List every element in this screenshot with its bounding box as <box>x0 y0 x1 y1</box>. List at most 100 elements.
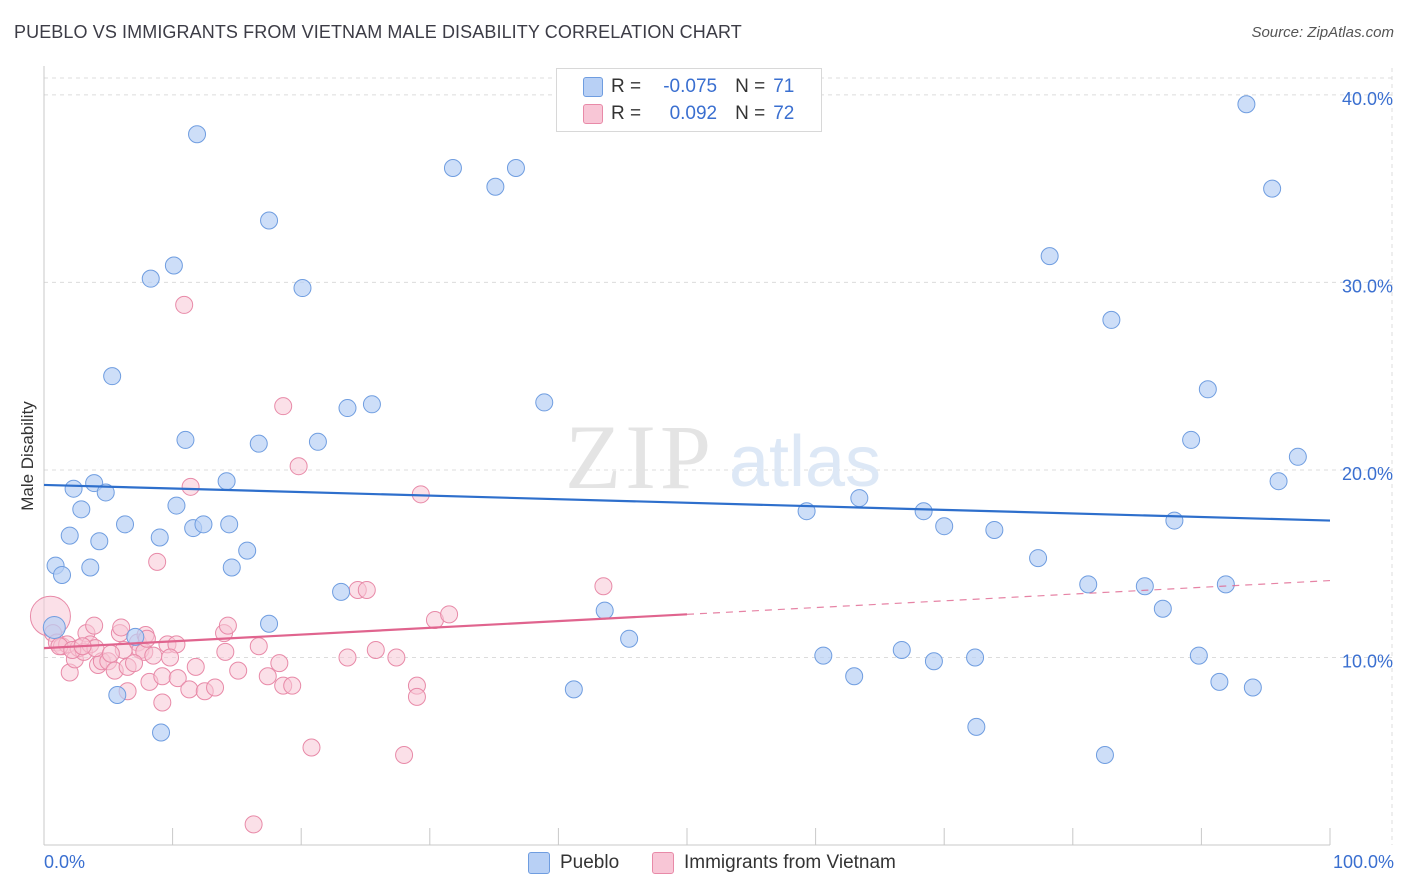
vietnam-point <box>283 676 302 695</box>
vietnam-point <box>407 687 426 706</box>
chart-title: PUEBLO VS IMMIGRANTS FROM VIETNAM MALE D… <box>14 22 742 42</box>
pueblo-point <box>1216 575 1235 594</box>
pueblo-point <box>72 500 91 519</box>
pueblo-point <box>595 601 614 620</box>
series-legend-pueblo[interactable]: Pueblo <box>528 852 619 874</box>
vietnam-point <box>153 693 172 712</box>
y-tick-label: 10.0% <box>1342 651 1393 671</box>
pueblo-point <box>1029 549 1048 568</box>
watermark-atlas: atlas <box>729 422 881 502</box>
chart-source: Source: ZipAtlas.com <box>1251 24 1394 41</box>
pueblo-point <box>914 502 933 521</box>
pueblo-point <box>506 159 525 178</box>
pueblo-point <box>1237 95 1256 114</box>
pueblo-points <box>42 95 1307 764</box>
vietnam-point <box>168 669 187 688</box>
vietnam-point <box>594 577 613 596</box>
vietnam-point <box>440 605 459 624</box>
pueblo-point <box>850 489 869 508</box>
pueblo-point <box>1165 511 1184 530</box>
vietnam-point <box>148 552 167 571</box>
y-tick-labels: 10.0% 20.0% 30.0% 40.0% <box>1342 89 1393 672</box>
watermark-zip: ZIP <box>565 406 715 508</box>
pueblo-point <box>126 627 145 646</box>
vietnam-point <box>175 295 194 314</box>
vietnam-point <box>274 397 293 416</box>
vietnam-point <box>85 616 104 635</box>
legend-swatch-vietnam <box>583 104 603 124</box>
grid <box>44 68 1393 845</box>
pueblo-point <box>1135 577 1154 596</box>
pueblo-point <box>249 434 268 453</box>
pueblo-point <box>443 159 462 178</box>
pueblo-point <box>176 430 195 449</box>
pueblo-point <box>150 528 169 547</box>
pueblo-point <box>108 685 127 704</box>
series-legend-vietnam[interactable]: Immigrants from Vietnam <box>652 852 896 874</box>
vietnam-point <box>218 616 237 635</box>
vietnam-trend-extension <box>686 579 1331 615</box>
y-tick-label: 30.0% <box>1342 276 1393 296</box>
correlation-legend: R = -0.075 N = 71 R = 0.092 N = 72 <box>556 68 822 132</box>
series-swatch-pueblo <box>528 852 550 874</box>
pueblo-point <box>60 526 79 545</box>
series-label-pueblo: Pueblo <box>560 852 620 873</box>
pueblo-point <box>535 393 554 412</box>
pueblo-point <box>1243 678 1262 697</box>
vietnam-point <box>258 667 277 686</box>
vietnam-point <box>144 646 163 665</box>
pueblo-point <box>845 667 864 686</box>
legend-r-label: R = <box>611 76 642 97</box>
pueblo-point <box>1269 472 1288 491</box>
vietnam-point <box>206 678 225 697</box>
legend-swatch-pueblo <box>583 77 603 97</box>
pueblo-point <box>188 125 207 144</box>
pueblo-point <box>1189 646 1208 665</box>
axes <box>43 66 1331 846</box>
pueblo-point <box>222 558 241 577</box>
pueblo-point <box>620 629 639 648</box>
legend-r-label: R = <box>611 103 642 124</box>
vietnam-point <box>229 661 248 680</box>
pueblo-point <box>167 496 186 515</box>
vietnam-point <box>112 618 131 637</box>
pueblo-point <box>217 472 236 491</box>
pueblo-point <box>1288 447 1307 466</box>
pueblo-point <box>1040 247 1059 266</box>
series-swatch-vietnam <box>652 852 674 874</box>
pueblo-point <box>64 479 83 498</box>
pueblo-point <box>338 399 357 418</box>
pueblo-point <box>260 614 279 633</box>
pueblo-point <box>308 432 327 451</box>
pueblo-point <box>293 279 312 298</box>
pueblo-point <box>985 520 1004 539</box>
pueblo-point <box>1102 310 1121 329</box>
vietnam-point <box>216 642 235 661</box>
pueblo-point <box>486 177 505 196</box>
pueblo-point <box>814 646 833 665</box>
pueblo-point <box>103 367 122 386</box>
vietnam-point <box>244 815 263 834</box>
trend-lines <box>43 483 1331 650</box>
legend-row-vietnam: R = 0.092 N = 72 <box>583 101 794 127</box>
pueblo-point <box>53 565 72 584</box>
pueblo-point <box>1095 745 1114 764</box>
pueblo-trend-line <box>43 483 1331 522</box>
vietnam-trend-line <box>43 613 688 650</box>
legend-r-value-vietnam: 0.092 <box>669 103 718 124</box>
legend-n-label: N = <box>735 76 766 97</box>
pueblo-point <box>1198 380 1217 399</box>
pueblo-point <box>1079 575 1098 594</box>
pueblo-point <box>260 211 279 230</box>
vietnam-point <box>357 580 376 599</box>
pueblo-point <box>141 269 160 288</box>
pueblo-point <box>90 532 109 551</box>
vietnam-point <box>153 667 172 686</box>
vietnam-point <box>186 657 205 676</box>
pueblo-point <box>1153 599 1172 618</box>
vietnam-point <box>338 648 357 667</box>
pueblo-point <box>1182 430 1201 449</box>
pueblo-point <box>164 256 183 275</box>
pueblo-point <box>564 680 583 699</box>
